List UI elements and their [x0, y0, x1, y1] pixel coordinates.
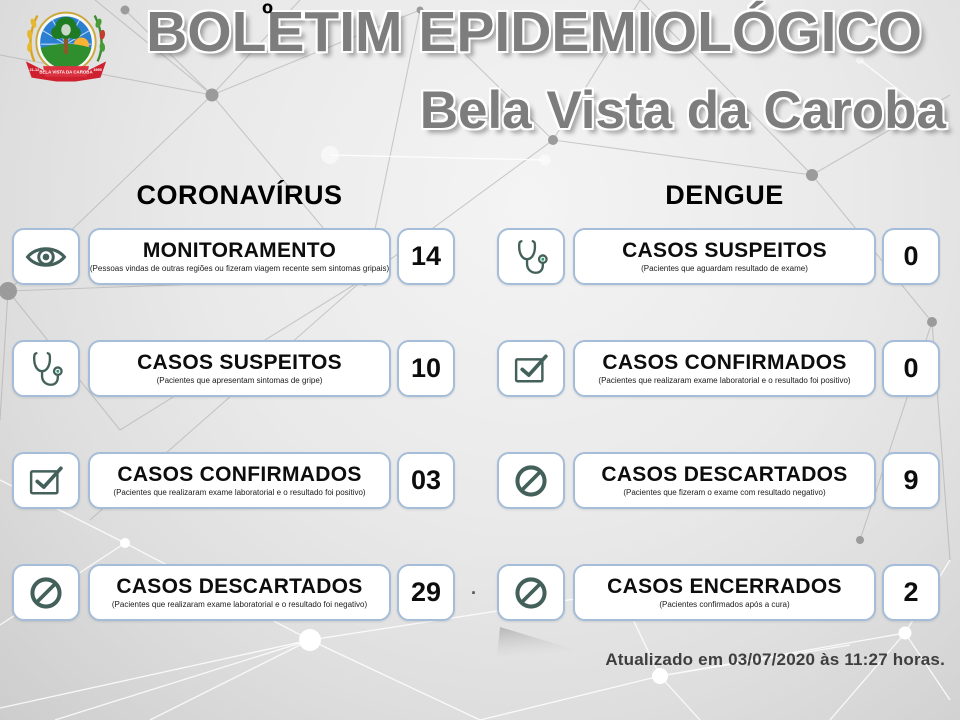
logo-ribbon-year: 1995 — [93, 68, 102, 72]
stat-title: CASOS DESCARTADOS — [116, 575, 363, 599]
discarded-cases-row: CASOS DESCARTADOS (Pacientes que realiza… — [12, 564, 455, 621]
eye-icon — [12, 228, 80, 285]
confirmed-label-card: CASOS CONFIRMADOS (Pacientes que realiza… — [573, 340, 876, 397]
logo-ribbon-text: BELA VISTA DA CAROBA — [39, 69, 93, 74]
stethoscope-icon — [12, 340, 80, 397]
separator-dot: . — [471, 578, 477, 598]
monitoring-row: MONITORAMENTO (Pessoas vindas de outras … — [12, 228, 455, 285]
page-curl-shadow — [497, 627, 586, 656]
discarded-label-card: CASOS DESCARTADOS (Pacientes que realiza… — [88, 564, 391, 621]
stray-ordinal-mark: º — [262, 0, 273, 31]
municipal-coat-of-arms: BELA VISTA DA CAROBA 21-12 1995 — [25, 11, 107, 82]
closed-label-card: CASOS ENCERRADOS (Pacientes confirmados … — [573, 564, 876, 621]
suspected-label-card: CASOS SUSPEITOS (Pacientes que apresenta… — [88, 340, 391, 397]
confirmed-label-card: CASOS CONFIRMADOS (Pacientes que realiza… — [88, 452, 391, 509]
checkbox-icon — [12, 452, 80, 509]
monitoring-label-card: MONITORAMENTO (Pessoas vindas de outras … — [88, 228, 391, 285]
no-sign-icon — [497, 452, 565, 509]
stat-subtitle: (Pessoas vindas de outras regiões ou fiz… — [89, 263, 390, 273]
monitoring-value: 14 — [397, 228, 455, 285]
confirmed-value: 03 — [397, 452, 455, 509]
suspected-cases-row: CASOS SUSPEITOS (Pacientes que aguardam … — [497, 228, 940, 285]
stat-title: CASOS CONFIRMADOS — [117, 463, 362, 487]
coronavirus-heading: CORONAVÍRUS — [136, 180, 343, 210]
stat-title: MONITORAMENTO — [142, 239, 337, 263]
discarded-value: 29 — [397, 564, 455, 621]
stat-title: CASOS SUSPEITOS — [137, 351, 342, 375]
discarded-cases-row: CASOS DESCARTADOS (Pacientes que fizeram… — [497, 452, 940, 509]
stat-subtitle: (Pacientes que apresentam sintomas de gr… — [156, 375, 323, 385]
closed-value: 2 — [882, 564, 940, 621]
stat-subtitle: (Pacientes que fizeram o exame com resul… — [623, 487, 826, 497]
suspected-value: 0 — [882, 228, 940, 285]
dengue-heading: DENGUE — [665, 180, 784, 210]
stat-subtitle: (Pacientes que realizaram exame laborato… — [598, 375, 851, 385]
updated-timestamp: Atualizado em 03/07/2020 às 11:27 horas. — [605, 650, 945, 669]
discarded-label-card: CASOS DESCARTADOS (Pacientes que fizeram… — [573, 452, 876, 509]
confirmed-value: 0 — [882, 340, 940, 397]
stat-title: CASOS CONFIRMADOS — [602, 351, 847, 375]
stat-subtitle: (Pacientes que realizaram exame laborato… — [111, 599, 368, 609]
discarded-value: 9 — [882, 452, 940, 509]
no-sign-icon — [12, 564, 80, 621]
stat-subtitle: (Pacientes confirmados após a cura) — [659, 599, 790, 609]
suspected-value: 10 — [397, 340, 455, 397]
page-subtitle: Bela Vista da Caroba — [419, 81, 946, 140]
stat-subtitle: (Pacientes que aguardam resultado de exa… — [641, 263, 808, 273]
stat-title: CASOS ENCERRADOS — [607, 575, 842, 599]
stethoscope-icon — [497, 228, 565, 285]
suspected-cases-row: CASOS SUSPEITOS (Pacientes que apresenta… — [12, 340, 455, 397]
coronavirus-column: MONITORAMENTO (Pessoas vindas de outras … — [12, 228, 455, 676]
logo-ribbon-date: 21-12 — [30, 68, 40, 72]
page-title: BOLETIM EPIDEMIOLÓGICO — [146, 0, 922, 64]
dengue-column: CASOS SUSPEITOS (Pacientes que aguardam … — [497, 228, 940, 676]
confirmed-cases-row: CASOS CONFIRMADOS (Pacientes que realiza… — [12, 452, 455, 509]
stat-title: CASOS SUSPEITOS — [622, 239, 827, 263]
closed-cases-row: CASOS ENCERRADOS (Pacientes confirmados … — [497, 564, 940, 621]
stat-title: CASOS DESCARTADOS — [601, 463, 848, 487]
no-sign-icon — [497, 564, 565, 621]
checkbox-icon — [497, 340, 565, 397]
suspected-label-card: CASOS SUSPEITOS (Pacientes que aguardam … — [573, 228, 876, 285]
confirmed-cases-row: CASOS CONFIRMADOS (Pacientes que realiza… — [497, 340, 940, 397]
stat-subtitle: (Pacientes que realizaram exame laborato… — [113, 487, 366, 497]
